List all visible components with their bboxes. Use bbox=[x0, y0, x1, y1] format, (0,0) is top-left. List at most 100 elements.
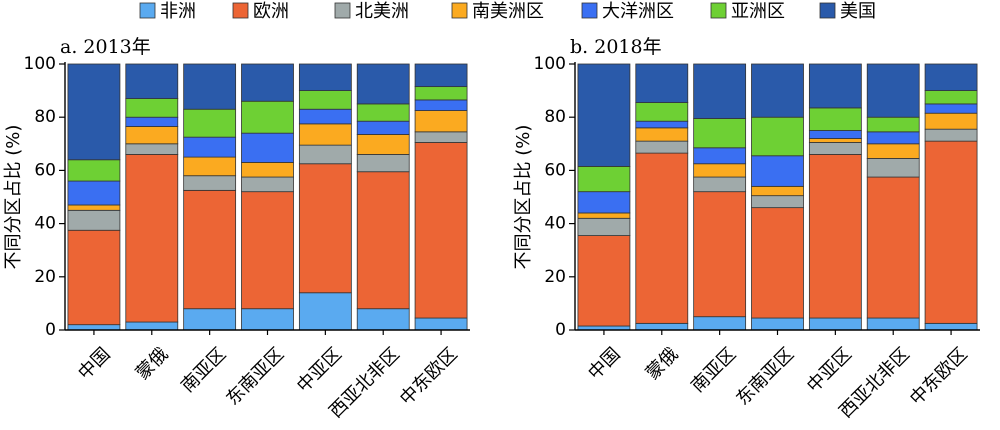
bar-segment bbox=[635, 140, 689, 154]
bar-segment bbox=[414, 86, 468, 101]
category-label: 蒙俄 bbox=[132, 344, 172, 384]
bar-segment bbox=[356, 134, 410, 155]
category-label: 中亚区 bbox=[803, 344, 856, 397]
bar-segment bbox=[924, 103, 978, 114]
legend-item: 美国 bbox=[819, 1, 876, 22]
legend-item: 欧洲 bbox=[232, 1, 289, 22]
bar-segment bbox=[924, 63, 978, 92]
bar-segment bbox=[924, 90, 978, 105]
bar-segment bbox=[125, 143, 179, 155]
y-tick-label: 40 bbox=[544, 214, 566, 234]
y-tick-label: 0 bbox=[45, 320, 56, 340]
bar-segment bbox=[751, 195, 804, 209]
bar-segment bbox=[924, 128, 978, 142]
bar-segment bbox=[414, 63, 468, 88]
bar-segment bbox=[866, 176, 920, 319]
bar-segment bbox=[356, 171, 410, 310]
category-label: 中东欧区 bbox=[396, 344, 462, 410]
bar-segment bbox=[751, 185, 804, 197]
legend-label: 亚洲区 bbox=[731, 1, 785, 22]
category-label: 中国 bbox=[584, 344, 624, 384]
bar-segment bbox=[808, 142, 862, 155]
bar-segment bbox=[356, 63, 410, 105]
legend-label: 非洲 bbox=[160, 1, 196, 22]
legend: 非洲 欧洲 北美洲 南美洲区 大洋洲区 亚洲区 美国 bbox=[139, 1, 876, 22]
bar-segment bbox=[808, 317, 862, 331]
legend-swatch bbox=[139, 2, 156, 19]
bar-segment bbox=[125, 63, 179, 99]
bar-segment bbox=[808, 154, 862, 319]
category-label: 东南亚区 bbox=[222, 344, 288, 410]
bar-segment bbox=[67, 204, 121, 211]
bar-segment bbox=[866, 131, 920, 145]
bar-segment bbox=[298, 144, 352, 165]
category-label: 南亚区 bbox=[177, 344, 230, 397]
bar-segment bbox=[808, 107, 862, 131]
bar-segment bbox=[125, 321, 179, 331]
y-tick-label: 0 bbox=[555, 320, 566, 340]
legend-item: 亚洲区 bbox=[710, 1, 785, 22]
y-axis-label: 不同分区占比 (%) bbox=[513, 125, 534, 270]
bar-segment bbox=[414, 131, 468, 143]
legend-item: 非洲 bbox=[139, 1, 196, 22]
bar-segment bbox=[808, 138, 862, 143]
bar-segment bbox=[298, 163, 352, 294]
y-tick-label: 40 bbox=[34, 214, 56, 234]
bar-segment bbox=[298, 63, 352, 92]
bar-segment bbox=[577, 235, 631, 327]
bar-segment bbox=[67, 229, 121, 326]
bar-segment bbox=[577, 217, 631, 236]
legend-swatch bbox=[710, 2, 727, 19]
bar-segment bbox=[693, 191, 747, 318]
bar-segment bbox=[693, 176, 747, 193]
bar-segment bbox=[183, 136, 237, 158]
bar-segment bbox=[241, 162, 294, 178]
y-tick-label: 20 bbox=[34, 267, 56, 287]
bar-segment bbox=[924, 140, 978, 324]
bar-segment bbox=[241, 191, 294, 310]
legend-swatch bbox=[451, 2, 468, 19]
bar-segment bbox=[414, 110, 468, 133]
category-label: 中东欧区 bbox=[906, 344, 972, 410]
legend-label: 大洋洲区 bbox=[602, 1, 674, 22]
bar-segment bbox=[183, 156, 237, 177]
y-tick-label: 60 bbox=[34, 160, 56, 180]
category-label: 中国 bbox=[74, 344, 114, 384]
bar-segment bbox=[866, 143, 920, 159]
bar-segment bbox=[693, 316, 747, 331]
bar-segment bbox=[693, 63, 747, 119]
bar-segment bbox=[125, 116, 179, 127]
bar-segment bbox=[241, 132, 294, 163]
legend-item: 北美洲 bbox=[334, 1, 409, 22]
bar-segment bbox=[808, 63, 862, 109]
bar-segment bbox=[356, 154, 410, 173]
y-tick-label: 100 bbox=[534, 54, 566, 74]
bar-segment bbox=[808, 130, 862, 139]
bar-segment bbox=[751, 207, 804, 319]
y-tick-label: 100 bbox=[24, 54, 56, 74]
bar-segment bbox=[183, 308, 237, 331]
bar-segment bbox=[183, 63, 237, 110]
legend-swatch bbox=[232, 2, 249, 19]
bar-segment bbox=[866, 63, 920, 118]
bar-segment bbox=[125, 126, 179, 145]
bar-segment bbox=[577, 166, 631, 193]
bar-segment bbox=[67, 180, 121, 206]
bar-segment bbox=[866, 317, 920, 331]
bar-segment bbox=[298, 108, 352, 125]
bar-segment bbox=[183, 175, 237, 191]
category-label: 东南亚区 bbox=[732, 344, 798, 410]
bar-segment bbox=[635, 322, 689, 331]
bar-segment bbox=[414, 317, 468, 331]
bar-segment bbox=[635, 152, 689, 324]
panel-title: b. 2018年 bbox=[570, 36, 662, 58]
legend-label: 美国 bbox=[840, 1, 876, 22]
bar-segment bbox=[635, 63, 689, 103]
legend-swatch bbox=[334, 2, 351, 19]
y-axis-label: 不同分区占比 (%) bbox=[3, 125, 24, 270]
bar-segment bbox=[67, 209, 121, 231]
bar-segment bbox=[241, 63, 294, 102]
legend-item: 南美洲区 bbox=[451, 1, 544, 22]
